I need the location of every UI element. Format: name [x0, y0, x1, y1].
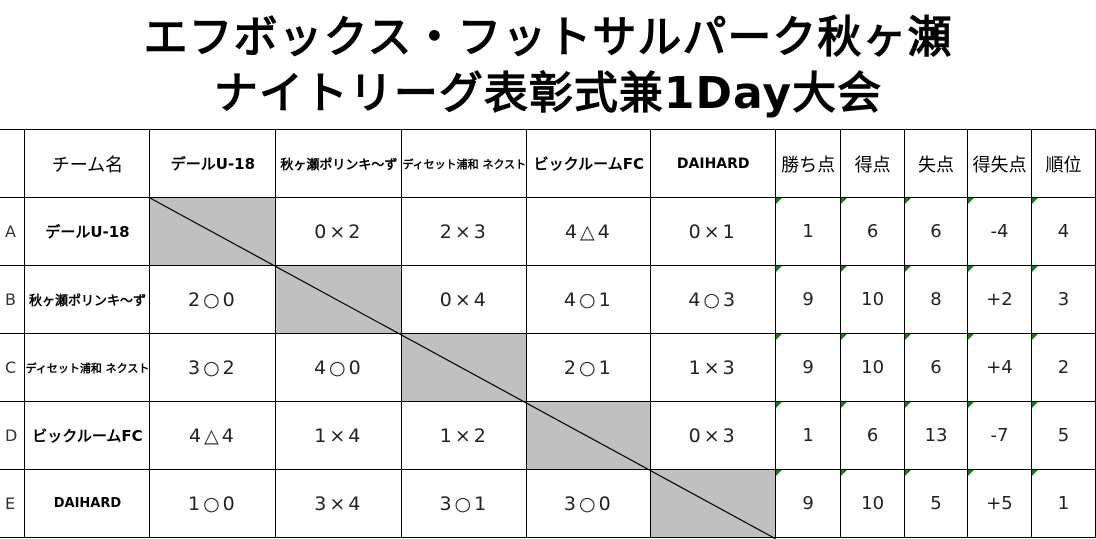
title-line-1: エフボックス・フットサルパーク秋ヶ瀬	[143, 12, 953, 63]
self-match-cell	[650, 469, 777, 538]
header-rank: 順位	[1030, 129, 1096, 198]
league-table: チーム名 デールU-18 秋ヶ瀬ポリンキ～ず ディセット浦和 ネクスト ビックル…	[0, 129, 1096, 538]
stat-goals-for: 10	[840, 469, 906, 538]
stat-points: 9	[775, 265, 842, 334]
title-line-2: ナイトリーグ表彰式兼1Day大会	[213, 68, 883, 119]
row-team-name: デールU-18	[24, 197, 151, 266]
row-label: E	[0, 469, 26, 538]
row-label: D	[0, 401, 26, 470]
header-goals-for: 得点	[840, 129, 906, 198]
match-result: 2○1	[526, 333, 652, 402]
stat-goals-for: 10	[840, 265, 906, 334]
match-result: 4○1	[526, 265, 652, 334]
row-team-name: DAIHARD	[24, 469, 151, 538]
header-goals-against: 失点	[904, 129, 968, 198]
match-result: 1×3	[650, 333, 777, 402]
stat-points: 9	[775, 469, 842, 538]
header-points: 勝ち点	[775, 129, 842, 198]
header-team-c: ディセット浦和 ネクスト	[401, 129, 528, 198]
self-match-cell	[275, 265, 403, 334]
row-label: B	[0, 265, 26, 334]
stat-goals-for: 10	[840, 333, 906, 402]
row-team-name: ビックルームFC	[24, 401, 151, 470]
match-result: 4△4	[526, 197, 652, 266]
match-result: 0×3	[650, 401, 777, 470]
row-team-name: 秋ヶ瀬ポリンキ～ず	[24, 265, 151, 334]
stat-points: 1	[775, 401, 842, 470]
stat-points: 1	[775, 197, 842, 266]
match-result: 0×4	[401, 265, 528, 334]
table-row: C ディセット浦和 ネクスト 3○2 4○0 2○1 1×3 9 10 6 +4 2	[0, 333, 1096, 402]
stat-goals-against: 6	[904, 333, 968, 402]
row-label: C	[0, 333, 26, 402]
stat-goal-diff: -4	[967, 197, 1032, 266]
stat-goals-for: 6	[840, 401, 906, 470]
stat-points: 9	[775, 333, 842, 402]
corner-cell	[0, 129, 26, 198]
match-result: 1×4	[275, 401, 403, 470]
match-result: 2○0	[149, 265, 277, 334]
header-team-e: DAIHARD	[650, 129, 777, 198]
header-team-d: ビックルームFC	[526, 129, 652, 198]
stat-goal-diff: +4	[967, 333, 1032, 402]
header-goal-diff: 得失点	[967, 129, 1032, 198]
stat-rank: 4	[1030, 197, 1096, 266]
match-result: 3○2	[149, 333, 277, 402]
row-label: A	[0, 197, 26, 266]
stat-goals-against: 5	[904, 469, 968, 538]
match-result: 3○1	[401, 469, 528, 538]
stat-goals-against: 13	[904, 401, 968, 470]
stat-goal-diff: -7	[967, 401, 1032, 470]
self-match-cell	[526, 401, 652, 470]
header-team-b: 秋ヶ瀬ポリンキ～ず	[275, 129, 403, 198]
table-row: D ビックルームFC 4△4 1×4 1×2 0×3 1 6 13 -7 5	[0, 401, 1096, 470]
table-row: A デールU-18 0×2 2×3 4△4 0×1 1 6 6 -4 4	[0, 197, 1096, 266]
table-row: E DAIHARD 1○0 3×4 3○1 3○0 9 10 5 +5 1	[0, 469, 1096, 538]
page-title: エフボックス・フットサルパーク秋ヶ瀬 ナイトリーグ表彰式兼1Day大会	[0, 0, 1096, 130]
match-result: 1×2	[401, 401, 528, 470]
header-row: チーム名 デールU-18 秋ヶ瀬ポリンキ～ず ディセット浦和 ネクスト ビックル…	[0, 129, 1096, 198]
stat-goals-for: 6	[840, 197, 906, 266]
match-result: 1○0	[149, 469, 277, 538]
stat-goals-against: 6	[904, 197, 968, 266]
header-team-name: チーム名	[24, 129, 151, 198]
match-result: 3×4	[275, 469, 403, 538]
header-team-a: デールU-18	[149, 129, 277, 198]
stat-goal-diff: +2	[967, 265, 1032, 334]
stat-rank: 2	[1030, 333, 1096, 402]
stat-rank: 3	[1030, 265, 1096, 334]
self-match-cell	[149, 197, 277, 266]
row-team-name: ディセット浦和 ネクスト	[24, 333, 151, 402]
table-row: B 秋ヶ瀬ポリンキ～ず 2○0 0×4 4○1 4○3 9 10 8 +2 3	[0, 265, 1096, 334]
match-result: 4○3	[650, 265, 777, 334]
stat-goal-diff: +5	[967, 469, 1032, 538]
match-result: 3○0	[526, 469, 652, 538]
stat-rank: 1	[1030, 469, 1096, 538]
match-result: 4○0	[275, 333, 403, 402]
match-result: 0×1	[650, 197, 777, 266]
match-result: 2×3	[401, 197, 528, 266]
match-result: 0×2	[275, 197, 403, 266]
stat-goals-against: 8	[904, 265, 968, 334]
self-match-cell	[401, 333, 528, 402]
match-result: 4△4	[149, 401, 277, 470]
stat-rank: 5	[1030, 401, 1096, 470]
